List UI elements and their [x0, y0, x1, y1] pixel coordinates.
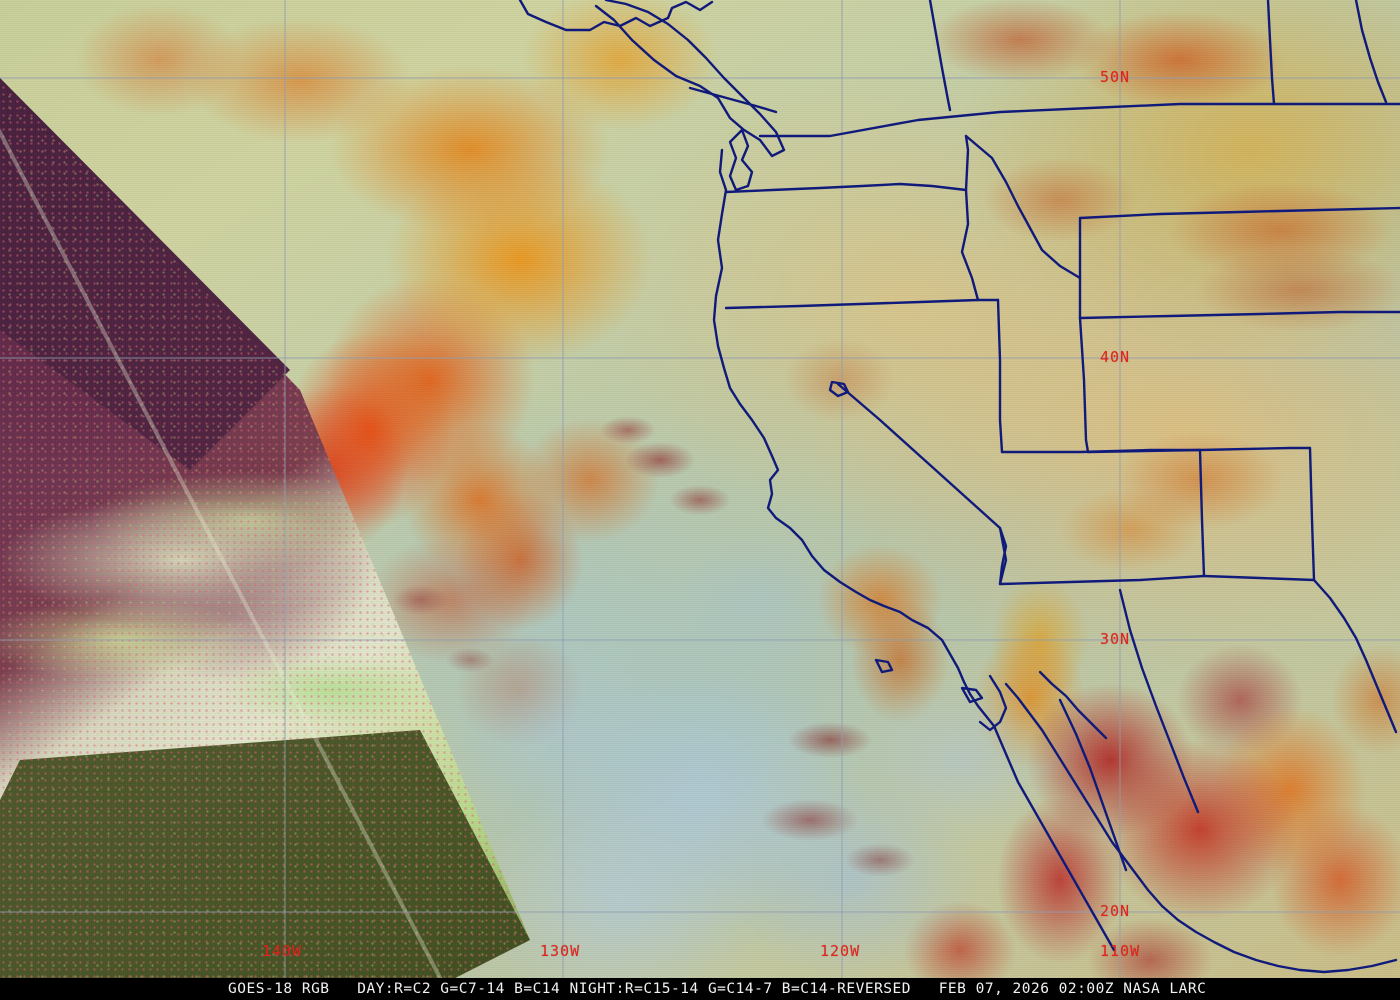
- border-id-mt: [964, 134, 1082, 280]
- border-or-nv-ca: [724, 298, 980, 310]
- border-az-mexico: [998, 574, 1206, 586]
- coastline-british-columbia: [518, 0, 714, 32]
- border-wa-or: [724, 182, 968, 194]
- border-canada-lake: [1354, 0, 1388, 104]
- border-mexico-sonora-chihuahua: [1118, 588, 1200, 814]
- island-channel-islands: [874, 658, 894, 674]
- border-nv-ut: [996, 298, 1004, 454]
- grid-label-30n: 30N: [1100, 630, 1131, 648]
- grid-label-40n: 40N: [1100, 348, 1131, 366]
- border-wa-id: [964, 134, 970, 192]
- coastline-strait-juan-de-fuca: [688, 86, 778, 114]
- border-ca-az-colorado-river: [998, 526, 1008, 586]
- caption-bar: GOES-18 RGB DAY:R=C2 G=C7-14 B=C14 NIGHT…: [0, 978, 1400, 1000]
- border-or-id: [960, 188, 980, 302]
- border-ca-nv-diagonal: [836, 382, 1008, 586]
- border-mexico-sinaloa: [1058, 698, 1128, 872]
- coastline-puget-sound: [728, 128, 754, 192]
- grid-label-140w: 140W: [262, 942, 303, 960]
- coastline-baja-inner: [978, 674, 1008, 732]
- coastline-us-west: [712, 148, 1116, 952]
- border-az-nm: [1198, 448, 1206, 578]
- border-mt-wy: [1078, 206, 1400, 220]
- border-nm-east: [1308, 446, 1316, 582]
- grid-label-110w: 110W: [1100, 942, 1141, 960]
- coastline-vancouver-island: [594, 0, 786, 158]
- border-alberta-saskatchewan: [1266, 0, 1276, 106]
- graticule-lines: [0, 0, 1400, 978]
- coastline-sonora: [1038, 670, 1108, 740]
- grid-label-120w: 120W: [820, 942, 861, 960]
- border-ut-co: [1078, 316, 1090, 454]
- island-small-offshore: [960, 686, 984, 704]
- border-nm-mexico: [1202, 574, 1316, 582]
- grid-label-130w: 130W: [540, 942, 581, 960]
- grid-label-50n: 50N: [1100, 68, 1131, 86]
- border-bc-alberta: [928, 0, 952, 112]
- island-guadalupe: [828, 380, 850, 398]
- border-co-nm: [1086, 446, 1312, 454]
- border-us-canada: [758, 102, 1400, 138]
- coastline-gulf-of-california: [1004, 682, 1398, 974]
- grid-label-20n: 20N: [1100, 902, 1131, 920]
- border-wy-co: [1078, 310, 1400, 320]
- caption-text: GOES-18 RGB DAY:R=C2 G=C7-14 B=C14 NIGHT…: [228, 981, 1207, 997]
- border-mexico-rio-grande: [1312, 578, 1398, 734]
